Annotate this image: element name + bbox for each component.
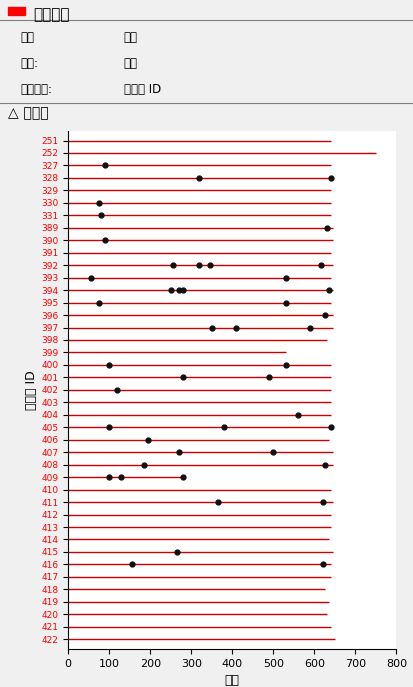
Text: △ 事件图: △ 事件图 [8,106,49,120]
Text: 发动机 ID: 发动机 ID [124,83,161,96]
Text: 寿命: 寿命 [21,31,35,44]
Text: 复发分析: 复发分析 [33,7,69,22]
Bar [8,8,25,15]
Text: 系统标签:: 系统标签: [21,83,52,96]
X-axis label: 寿命: 寿命 [225,675,240,687]
Text: 寿命: 寿命 [124,31,138,44]
Text: 成本:: 成本: [21,57,39,70]
Text: 成本: 成本 [124,57,138,70]
Y-axis label: 发动机 ID: 发动机 ID [25,370,38,409]
